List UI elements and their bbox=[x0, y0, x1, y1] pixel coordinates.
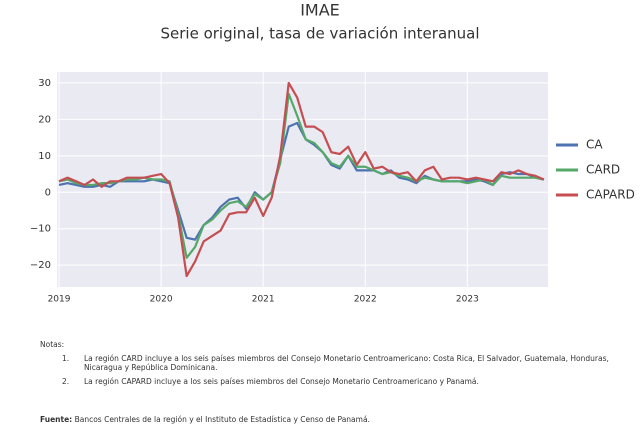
y-tick-label: 20 bbox=[38, 114, 51, 125]
note-number: 1. bbox=[62, 353, 70, 363]
y-tick-label: 10 bbox=[38, 151, 51, 162]
notes: Notas: 1. La región CARD incluye a los se… bbox=[40, 340, 620, 386]
notes-heading: Notas: bbox=[40, 340, 65, 349]
line bbox=[58, 81, 545, 278]
legend-label: CAPARD bbox=[586, 188, 635, 202]
chart-title: IMAE bbox=[300, 1, 340, 20]
x-tick-label: 2020 bbox=[150, 295, 173, 305]
note-number: 2. bbox=[62, 376, 70, 386]
source: Fuente: Bancos Centrales de la región y … bbox=[40, 415, 370, 424]
chart-subtitle: Serie original, tasa de variación intera… bbox=[160, 25, 479, 43]
note: 2. La región CAPARD incluye a los seis pa… bbox=[62, 377, 620, 387]
y-tick-label: 0 bbox=[45, 187, 51, 198]
note-text: La región CARD incluye a los seis países… bbox=[84, 353, 609, 373]
chart: IMAE Serie original, tasa de variación i… bbox=[30, 1, 635, 305]
x-tick-label: 2021 bbox=[252, 295, 275, 305]
source-text: Bancos Centrales de la región y el Insti… bbox=[74, 415, 370, 424]
legend-label: CARD bbox=[586, 163, 620, 177]
y-tick-label: 30 bbox=[38, 78, 51, 89]
source-label: Fuente: bbox=[40, 415, 73, 424]
x-tick-label: 2023 bbox=[456, 295, 479, 305]
note: 1. La región CARD incluye a los seis país… bbox=[62, 354, 620, 373]
x-tick-label: 2019 bbox=[48, 295, 71, 305]
y-tick-label: −20 bbox=[30, 260, 51, 271]
note-text: La región CAPARD incluye a los seis país… bbox=[84, 376, 479, 386]
y-tick-label: −10 bbox=[30, 224, 51, 235]
legend-label: CA bbox=[586, 138, 603, 152]
x-tick-label: 2022 bbox=[354, 295, 377, 305]
